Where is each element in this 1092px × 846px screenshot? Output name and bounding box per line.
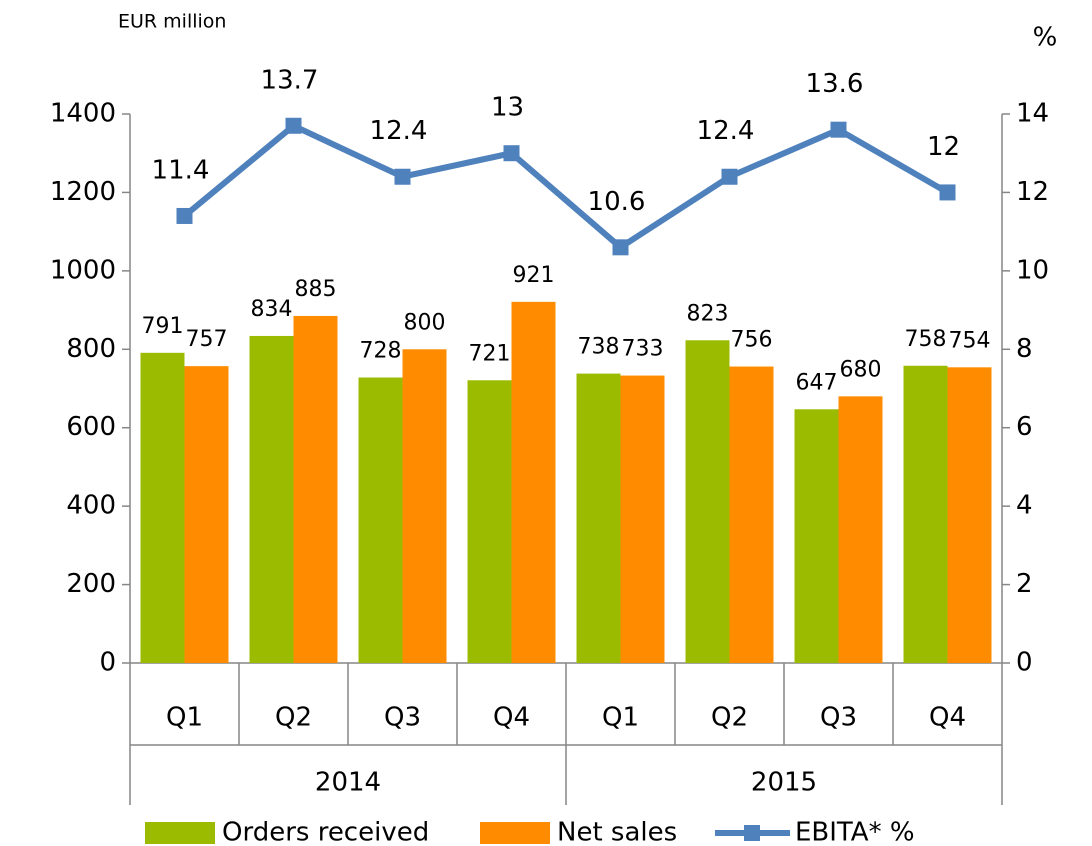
legend-label: EBITA* % [795, 818, 915, 846]
legend-label: Orders received [222, 818, 429, 846]
x-tick-label: Q2 [711, 703, 748, 733]
data-label: 791 [142, 314, 184, 339]
line-marker [612, 239, 629, 256]
bar [140, 352, 185, 663]
bar [729, 366, 774, 663]
y2-tick-label: 6 [1016, 412, 1033, 442]
x-tick-label: Q1 [602, 703, 639, 733]
data-label: 11.4 [152, 155, 210, 185]
y-tick-label: 400 [66, 491, 116, 521]
data-label: 921 [513, 263, 555, 288]
data-label: 728 [360, 339, 402, 364]
bar [838, 396, 883, 663]
data-label: 885 [295, 277, 337, 302]
bar [184, 366, 229, 663]
legend-label: Net sales [557, 818, 677, 846]
bar [249, 335, 294, 663]
data-label: 13.6 [806, 69, 864, 99]
bar [903, 365, 948, 663]
legend-swatch [744, 825, 760, 841]
y-tick-label: 1000 [50, 255, 116, 285]
line [182, 122, 949, 252]
y2-tick-label: 10 [1016, 255, 1049, 285]
data-label: 756 [731, 328, 773, 353]
data-label: 647 [796, 370, 838, 395]
x-tick-label: Q2 [275, 703, 312, 733]
y-tick-label: 0 [99, 648, 116, 678]
bar [358, 377, 403, 663]
data-label: 10.6 [588, 187, 646, 217]
y2-tick-label: 2 [1016, 569, 1033, 599]
data-label: 754 [949, 328, 991, 353]
data-label: 12.4 [697, 116, 755, 146]
bar [511, 301, 556, 663]
data-label: 834 [251, 297, 293, 322]
y2-tick-label: 4 [1016, 491, 1033, 521]
data-label: 758 [905, 327, 947, 352]
data-label: 757 [186, 327, 228, 352]
line-marker [721, 168, 738, 185]
legend-swatch [480, 822, 550, 844]
y-tick-label: 1400 [50, 99, 116, 129]
y2-tick-label: 8 [1016, 334, 1033, 364]
bar [685, 340, 730, 663]
y2-tick-label: 14 [1016, 99, 1049, 129]
x-group-label: 2015 [751, 768, 817, 798]
data-label: 823 [687, 301, 729, 326]
x-tick-label: Q1 [166, 703, 203, 733]
x-group-label: 2014 [315, 768, 381, 798]
data-label: 13 [491, 93, 524, 123]
bar [576, 373, 621, 663]
bar [402, 349, 447, 663]
bar [293, 315, 338, 663]
line-marker [939, 184, 956, 201]
line-marker [285, 117, 302, 134]
data-label: 733 [622, 337, 664, 362]
data-label: 680 [840, 357, 882, 382]
y-tick-label: 600 [66, 412, 116, 442]
data-label: 12.4 [370, 116, 428, 146]
data-label: 12 [927, 132, 960, 162]
data-label: 800 [404, 310, 446, 335]
y-axis-label: EUR million [118, 11, 226, 33]
bar [620, 375, 665, 663]
data-label: 738 [578, 335, 620, 360]
line-marker [830, 121, 847, 138]
line-marker [503, 145, 520, 162]
line-marker [394, 168, 411, 185]
data-label: 721 [469, 341, 511, 366]
line-marker [176, 207, 193, 224]
y-tick-label: 1200 [50, 177, 116, 207]
bar [467, 380, 512, 663]
y-tick-label: 200 [66, 569, 116, 599]
legend-swatch [145, 822, 215, 844]
x-tick-label: Q3 [384, 703, 421, 733]
data-label: 13.7 [261, 65, 319, 95]
y2-tick-label: 0 [1016, 648, 1033, 678]
x-tick-label: Q4 [493, 703, 530, 733]
bar [947, 367, 992, 663]
y-tick-label: 800 [66, 334, 116, 364]
x-tick-label: Q3 [820, 703, 857, 733]
y2-tick-label: 12 [1016, 177, 1049, 207]
y2-axis-label: % [1033, 23, 1058, 53]
bar [794, 409, 839, 663]
x-tick-label: Q4 [929, 703, 966, 733]
